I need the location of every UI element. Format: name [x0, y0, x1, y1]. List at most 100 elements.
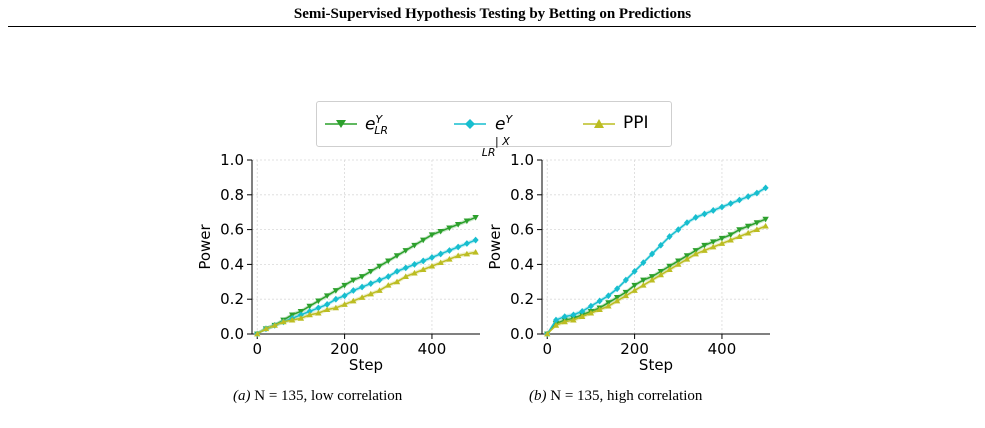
data-point-eYX [561, 313, 568, 320]
data-point-eYX [622, 276, 629, 284]
data-point-eY [718, 235, 726, 242]
data-point-ppi [315, 309, 322, 316]
data-point-ppi [675, 261, 682, 267]
data-point-eYX [605, 292, 612, 300]
data-point-ppi [736, 233, 743, 239]
data-point-ppi [744, 229, 752, 236]
data-point-ppi [587, 309, 595, 316]
header-rule [8, 26, 976, 27]
data-point-eY [710, 239, 717, 245]
data-point-eYX [359, 283, 366, 291]
x-tick-label: 400 [708, 340, 737, 358]
y-tick-label: 0.2 [220, 290, 244, 308]
caption-b: (b) N = 135, high correlation [529, 388, 703, 404]
data-point-eYX [587, 302, 594, 310]
data-point-ppi [411, 269, 418, 276]
data-point-ppi [561, 318, 568, 325]
data-point-ppi [385, 282, 392, 288]
data-point-eY [367, 268, 375, 275]
data-point-ppi [753, 226, 761, 232]
data-point-eY [393, 253, 401, 259]
data-point-ppi [437, 259, 444, 266]
data-point-eY [350, 277, 357, 284]
data-point-eY [315, 298, 322, 305]
data-point-ppi [297, 315, 305, 321]
legend-label-eY: eYLR [365, 113, 388, 138]
data-point-ppi [463, 250, 471, 257]
series-band-eY [547, 217, 766, 334]
data-point-ppi [262, 325, 270, 332]
y-tick-label: 0.0 [510, 325, 534, 343]
data-point-eYX [394, 267, 401, 275]
data-point-eYX [437, 250, 444, 258]
data-point-eYX [753, 189, 760, 197]
data-point-eY [640, 277, 647, 284]
y-tick-label: 0.6 [510, 221, 534, 239]
data-point-eY [631, 282, 638, 289]
data-point-ppi [332, 304, 340, 311]
data-point-eYX [315, 304, 322, 312]
data-point-eY [446, 225, 453, 232]
data-point-eYX [701, 210, 708, 218]
x-axis-label: Step [639, 356, 673, 374]
data-point-eYX [332, 295, 339, 303]
data-point-ppi [367, 290, 375, 297]
data-point-ppi [341, 301, 348, 307]
data-point-eYX [463, 240, 470, 247]
data-point-ppi [402, 273, 409, 279]
data-point-ppi [454, 252, 462, 259]
data-point-eY [428, 232, 436, 239]
data-point-ppi [393, 278, 401, 285]
data-point-eY [727, 232, 734, 239]
data-point-ppi [683, 255, 691, 262]
y-tick-label: 0.2 [510, 290, 534, 308]
legend-label-ppi: PPI [623, 113, 649, 133]
data-point-eYX [579, 307, 586, 315]
data-point-eYX [376, 276, 383, 284]
data-point-ppi [271, 322, 278, 328]
x-tick-label: 400 [418, 340, 447, 358]
data-point-eY [472, 215, 479, 221]
data-point-ppi [657, 271, 665, 278]
data-point-eYX [428, 254, 435, 261]
caption-a: (a) N = 135, low correlation [233, 388, 403, 404]
data-point-eYX [596, 297, 603, 305]
data-point-ppi [578, 313, 586, 319]
y-tick-label: 0.0 [220, 325, 244, 343]
y-tick-label: 1.0 [220, 151, 244, 169]
data-point-eYX [666, 233, 673, 240]
data-point-eY [420, 237, 427, 244]
legend-marker-eY [325, 120, 357, 128]
chart-legend: eYLR eY | XLR PPI [316, 101, 672, 159]
x-tick-label: 200 [620, 340, 649, 358]
data-point-eYX [675, 226, 682, 233]
power-chart-b: 0.0 0.2 0.4 0.6 0.8 1.0 0 200 400 Step Power [486, 151, 770, 374]
data-point-eYX [385, 273, 392, 280]
y-tick-label: 0.8 [510, 186, 534, 204]
y-axis-label: Power [486, 223, 504, 269]
legend-markers [325, 119, 615, 129]
data-point-ppi [648, 276, 656, 283]
data-point-ppi [605, 302, 612, 309]
data-point-ppi [570, 316, 577, 323]
data-point-ppi [428, 262, 436, 269]
data-point-ppi [622, 292, 630, 299]
y-axis-label: Power [196, 223, 214, 269]
chart-panel-a: 0.0 0.2 0.4 0.6 0.8 1.0 0 200 400 Step Power [192, 150, 492, 380]
data-point-ppi [280, 318, 287, 325]
data-point-eY [753, 220, 761, 226]
data-point-eYX [324, 301, 331, 308]
data-point-ppi [446, 255, 453, 262]
data-point-eYX [420, 257, 427, 265]
legend-marker-ppi [583, 119, 615, 128]
data-point-ppi [596, 306, 603, 313]
data-point-ppi [254, 330, 261, 337]
data-point-ppi [288, 316, 296, 323]
data-point-eYX [727, 200, 734, 207]
y-tick-label: 0.4 [510, 255, 534, 273]
running-head: Semi-Supervised Hypothesis Testing by Be… [293, 6, 692, 22]
data-point-ppi [613, 297, 621, 304]
data-point-ppi [420, 266, 427, 273]
x-tick-label: 0 [252, 340, 262, 358]
data-point-eY [376, 263, 383, 270]
